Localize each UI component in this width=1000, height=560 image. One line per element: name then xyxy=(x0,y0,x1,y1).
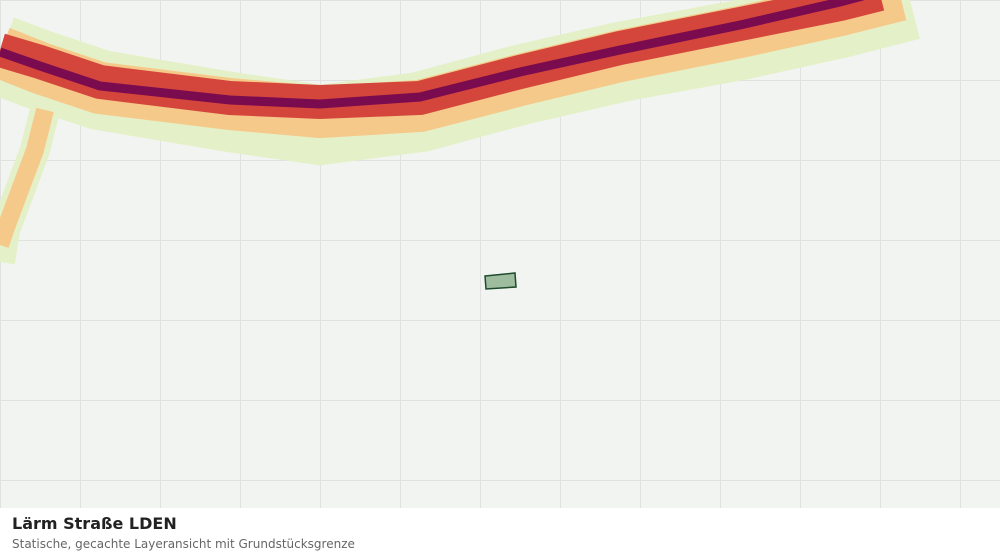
noise-layer xyxy=(0,0,920,265)
map-subtitle: Statische, gecachte Layeransicht mit Gru… xyxy=(12,537,355,551)
footer: Lärm Straße LDEN Statische, gecachte Lay… xyxy=(0,508,1000,560)
map xyxy=(0,0,1000,508)
noise-band-medium xyxy=(0,107,54,248)
noise-band-very-high xyxy=(0,0,865,109)
parcel-boundary xyxy=(484,272,517,290)
map-title: Lärm Straße LDEN xyxy=(12,514,177,533)
